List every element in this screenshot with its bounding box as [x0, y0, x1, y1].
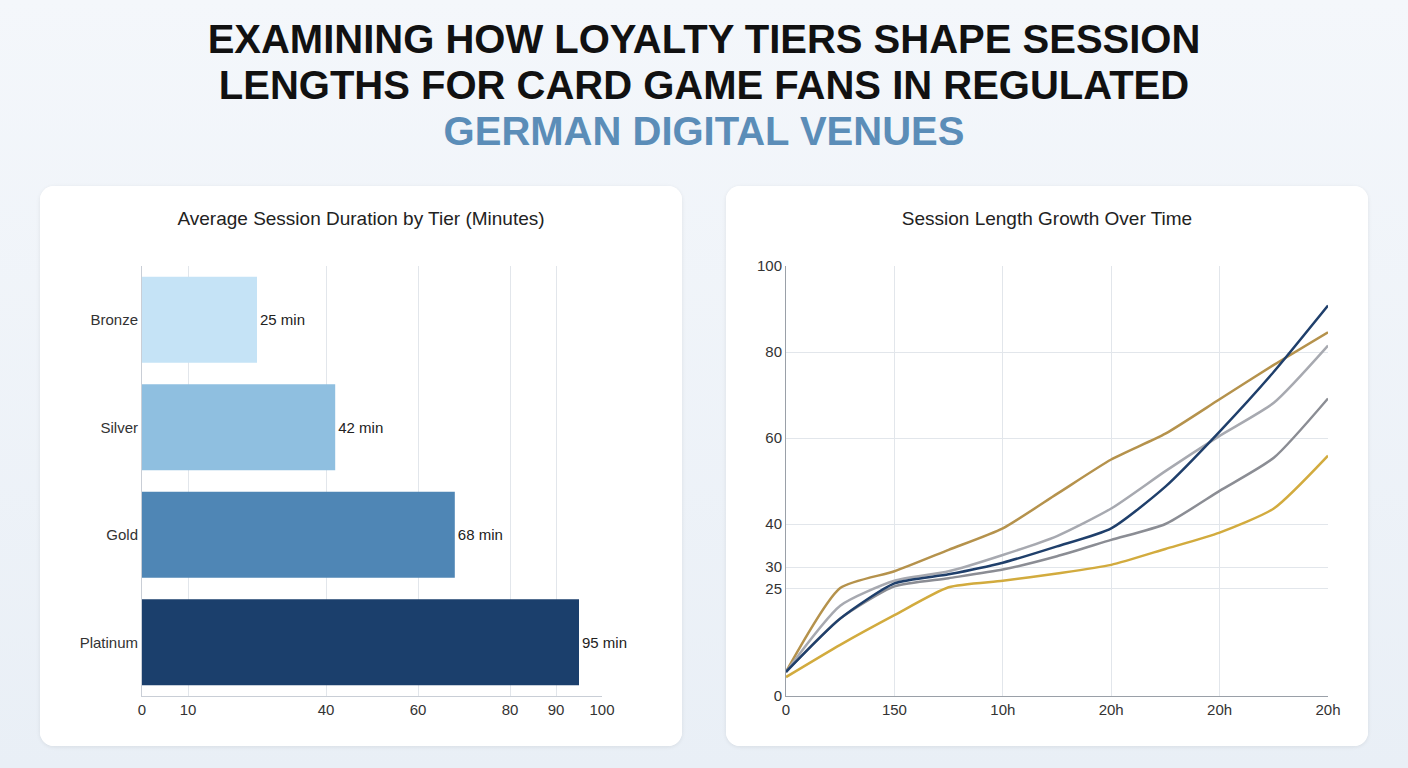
svg-text:30: 30 [765, 558, 782, 575]
svg-text:100: 100 [589, 701, 614, 718]
html-text:EXAMINING HOW LOYALTY TIERS SH: EXAMINING HOW LOYALTY TIERS SHAPE SESSIO… [207, 17, 1201, 61]
svg-text:Platinum: Platinum [80, 634, 138, 651]
svg-text:20h: 20h [1315, 701, 1340, 718]
svg-text:0: 0 [138, 701, 146, 718]
svg-text:95 min: 95 min [582, 634, 627, 651]
svg-text:Session Length Growth Over Tim: Session Length Growth Over Time [902, 208, 1192, 229]
svg-text:Bronze: Bronze [90, 311, 138, 328]
svg-text:80: 80 [765, 343, 782, 360]
svg-text:40: 40 [318, 701, 335, 718]
svg-text:0: 0 [774, 687, 782, 704]
svg-text:68 min: 68 min [458, 526, 503, 543]
svg-text:20h: 20h [1099, 701, 1124, 718]
svg-text:Average Session Duration by Ti: Average Session Duration by Tier (Minute… [177, 208, 544, 229]
html-text:LENGTHS FOR CARD GAME FANS IN: LENGTHS FOR CARD GAME FANS IN REGULATED [218, 63, 1190, 107]
svg-text:0: 0 [782, 701, 790, 718]
svg-text:25 min: 25 min [260, 311, 305, 328]
svg-text:80: 80 [502, 701, 519, 718]
svg-text:Silver: Silver [100, 419, 138, 436]
svg-text:42 min: 42 min [338, 419, 383, 436]
svg-text:90: 90 [548, 701, 565, 718]
svg-text:40: 40 [765, 515, 782, 532]
svg-text:Gold: Gold [106, 526, 138, 543]
svg-text:20h: 20h [1207, 701, 1232, 718]
svg-text:60: 60 [765, 429, 782, 446]
svg-text:10: 10 [180, 701, 197, 718]
svg-text:100: 100 [757, 257, 782, 274]
svg-text:150: 150 [882, 701, 907, 718]
svg-text:10h: 10h [990, 701, 1015, 718]
svg-text:60: 60 [410, 701, 427, 718]
html-text:GERMAN DIGITAL VENUES: GERMAN DIGITAL VENUES [443, 109, 965, 153]
svg-text:25: 25 [765, 580, 782, 597]
